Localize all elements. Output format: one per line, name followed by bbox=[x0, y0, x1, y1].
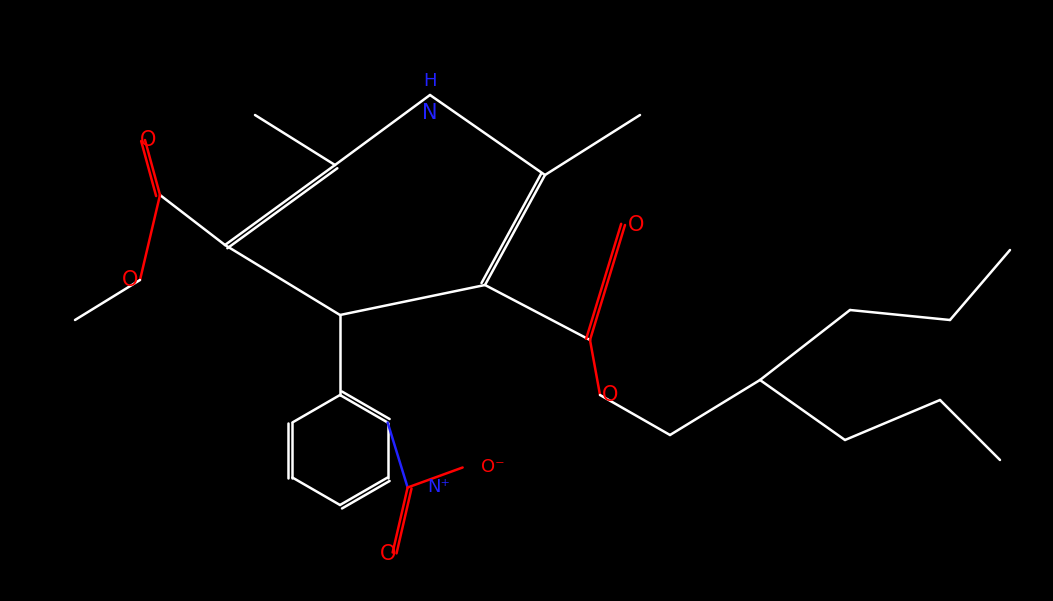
Text: O⁻: O⁻ bbox=[480, 459, 504, 477]
Text: O: O bbox=[379, 545, 396, 564]
Text: O: O bbox=[140, 130, 156, 150]
Text: O: O bbox=[122, 270, 138, 290]
Text: N: N bbox=[422, 103, 438, 123]
Text: H: H bbox=[423, 72, 437, 90]
Text: O: O bbox=[628, 215, 644, 235]
Text: O: O bbox=[602, 385, 618, 405]
Text: N⁺: N⁺ bbox=[428, 478, 451, 496]
